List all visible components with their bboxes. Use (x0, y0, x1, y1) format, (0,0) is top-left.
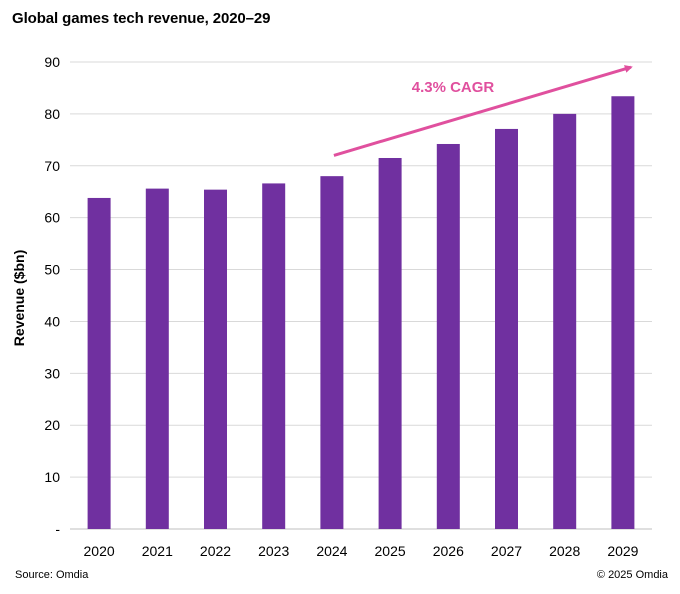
x-tick-label: 2027 (491, 543, 522, 559)
y-axis-ticks: - 10 20 30 40 50 60 70 80 90 (44, 54, 60, 537)
bar-2027 (495, 128, 518, 530)
y-tick-label: 80 (44, 106, 60, 122)
cagr-arrow (333, 65, 633, 157)
x-tick-label: 2021 (142, 543, 173, 559)
x-tick-label: 2026 (433, 543, 464, 559)
bar-2024 (320, 176, 344, 529)
x-axis-ticks: 2020 2021 2022 2023 2024 2025 2026 2027 2028 2029 (84, 543, 639, 559)
y-tick-label: - (55, 521, 60, 537)
x-tick-label: 2025 (375, 543, 406, 559)
y-tick-label: 40 (44, 313, 60, 329)
bar-2023 (262, 183, 286, 530)
bar-2022 (204, 189, 227, 529)
y-tick-label: 90 (44, 54, 60, 70)
y-tick-label: 50 (44, 262, 60, 278)
y-tick-label: 30 (44, 365, 60, 381)
y-tick-label: 20 (44, 417, 60, 433)
source-note: Source: Omdia (15, 569, 89, 581)
copyright-note: © 2025 Omdia (596, 569, 668, 581)
bar-2026 (436, 143, 460, 530)
x-tick-label: 2029 (607, 543, 638, 559)
bar-2025 (378, 157, 402, 529)
y-tick-label: 10 (44, 469, 60, 485)
cagr-annotation: 4.3% CAGR (333, 65, 633, 157)
bar-2028 (553, 113, 577, 529)
chart-title: Global games tech revenue, 2020–29 (12, 10, 271, 27)
x-tick-label: 2020 (84, 543, 115, 559)
bars (87, 96, 635, 530)
x-tick-label: 2024 (316, 543, 347, 559)
y-tick-label: 60 (44, 210, 60, 226)
x-tick-label: 2028 (549, 543, 580, 559)
x-tick-label: 2022 (200, 543, 231, 559)
bar-2020 (87, 197, 111, 529)
cagr-label: 4.3% CAGR (412, 79, 495, 96)
y-tick-label: 70 (44, 158, 60, 174)
bar-2029 (611, 96, 635, 529)
bar-2021 (145, 188, 169, 529)
y-axis-label: Revenue ($bn) (11, 250, 27, 346)
x-tick-label: 2023 (258, 543, 289, 559)
